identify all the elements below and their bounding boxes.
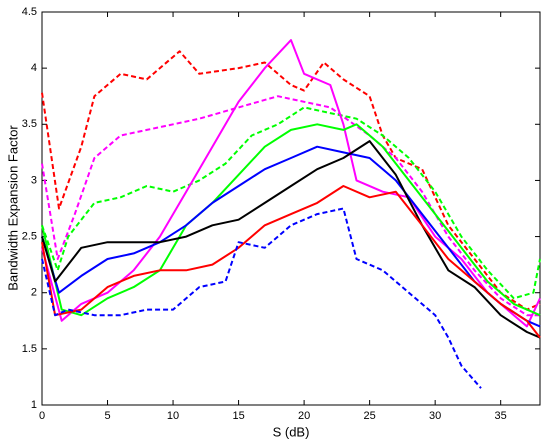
series-line [41,207,482,389]
series-line [41,106,541,300]
x-tick-label: 25 [364,410,376,422]
series-line [41,39,541,328]
series-line [41,123,541,317]
x-tick-label: 10 [167,410,179,422]
plot-frame [41,11,541,406]
series-line [41,95,540,317]
series-line [41,140,541,339]
x-tick-label: 5 [104,410,110,422]
y-tick-label: 3 [31,174,37,186]
x-tick-label: 30 [429,410,441,422]
x-tick-label: 35 [495,410,507,422]
y-tick-label: 4.5 [22,6,37,18]
series-line [41,185,541,339]
series-line [41,145,541,328]
y-tick-label: 1.5 [22,343,37,355]
y-tick-label: 2 [31,287,37,299]
x-tick-label: 15 [232,410,244,422]
y-tick-label: 3.5 [22,118,37,130]
y-tick-label: 1 [31,399,37,411]
series-line [41,50,541,311]
y-axis-label: Bandwidth Expansion Factor [5,125,20,291]
y-tick-label: 2.5 [22,230,37,242]
x-axis-label: S (dB) [273,424,310,439]
x-tick-label: 0 [39,410,45,422]
y-tick-label: 4 [31,62,37,74]
x-tick-label: 20 [298,410,310,422]
